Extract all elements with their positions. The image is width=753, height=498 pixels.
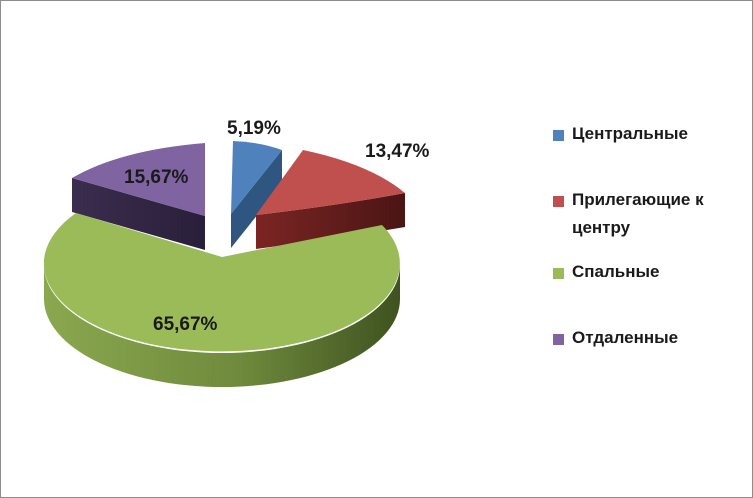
slice-otdalennye — [72, 143, 205, 250]
data-label-otdalennye: 15,67% — [124, 167, 189, 188]
slice-spalnye-side — [44, 265, 400, 387]
legend-label-otdalennye: Отдаленные — [572, 328, 679, 347]
slice-centralnye — [231, 141, 282, 248]
slice-otdalennye-side — [72, 178, 205, 250]
legend-label-spalnye: Спальные — [572, 262, 660, 281]
legend-label-centralnye: Центральные — [572, 124, 689, 143]
data-label-prilegayushchie: 13,47% — [365, 141, 430, 162]
legend-swatch-centralnye — [553, 130, 564, 141]
slice-otdalennye-top — [72, 143, 205, 216]
slice-prilegayushchie — [256, 150, 405, 249]
legend-item-prilegayushchie: Прилегающие к центру — [553, 190, 722, 242]
slice-prilegayushchie-side — [256, 193, 405, 249]
legend-item-spalnye: Спальные — [553, 262, 722, 286]
legend-item-otdalennye: Отдаленные — [553, 328, 722, 352]
legend-swatch-prilegayushchie — [553, 196, 564, 207]
legend-swatch-spalnye — [553, 268, 564, 279]
slice-spalnye-top — [43, 213, 400, 352]
slice-centralnye-side — [231, 150, 282, 248]
slice-spalnye — [43, 213, 400, 387]
legend-swatch-otdalennye — [553, 334, 564, 345]
slice-prilegayushchie-top — [256, 150, 405, 215]
data-label-centralnye: 5,19% — [227, 118, 281, 139]
legend-item-centralnye: Центральные — [553, 124, 722, 148]
data-label-spalnye: 65,67% — [153, 314, 218, 335]
slice-centralnye-top — [231, 141, 282, 214]
legend-label-prilegayushchie: Прилегающие к центру — [572, 190, 704, 237]
